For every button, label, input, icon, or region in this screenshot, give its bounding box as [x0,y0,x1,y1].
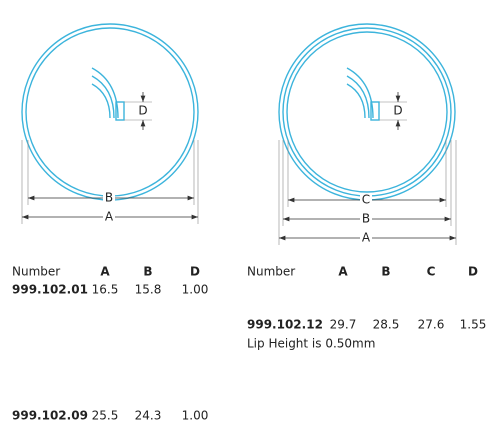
note: Lip Height is 0.50mm [247,337,375,351]
cell: 28.5 [373,318,400,332]
cell: 16.5 [92,283,119,297]
cell: 15.8 [135,283,162,297]
dim-label: B [362,212,370,226]
dim-label: D [138,104,147,118]
cell: 25.5 [92,409,119,423]
header-cell: Number [12,265,60,279]
cell: 29.7 [330,318,357,332]
table-left: Number A B D 999.102.01 16.5 15.8 1.00 9… [12,265,208,423]
table-right: Number A B C D 999.102.12 29.7 28.5 27.6… [247,265,486,351]
dim-label: C [362,193,370,207]
part-number: 999.102.09 [12,409,88,423]
cell: 1.00 [182,283,209,297]
dim-label: D [393,104,402,118]
cell: 24.3 [135,409,162,423]
header-cell: B [381,265,390,279]
dim-label: A [362,231,371,245]
header-cell: C [427,265,436,279]
header-cell: A [338,265,348,279]
cell: 1.55 [460,318,487,332]
cell: 1.00 [182,409,209,423]
dim-label: B [105,191,113,205]
dim-label: A [105,210,114,224]
part-number: 999.102.01 [12,283,88,297]
cell: 27.6 [418,318,445,332]
drawing-left: D B A [21,23,199,224]
header-cell: D [190,265,200,279]
drawing-right: D C B A [278,23,457,245]
header-cell: D [468,265,478,279]
part-number: 999.102.12 [247,318,323,332]
header-cell: Number [247,265,295,279]
header-cell: A [100,265,110,279]
header-cell: B [143,265,152,279]
